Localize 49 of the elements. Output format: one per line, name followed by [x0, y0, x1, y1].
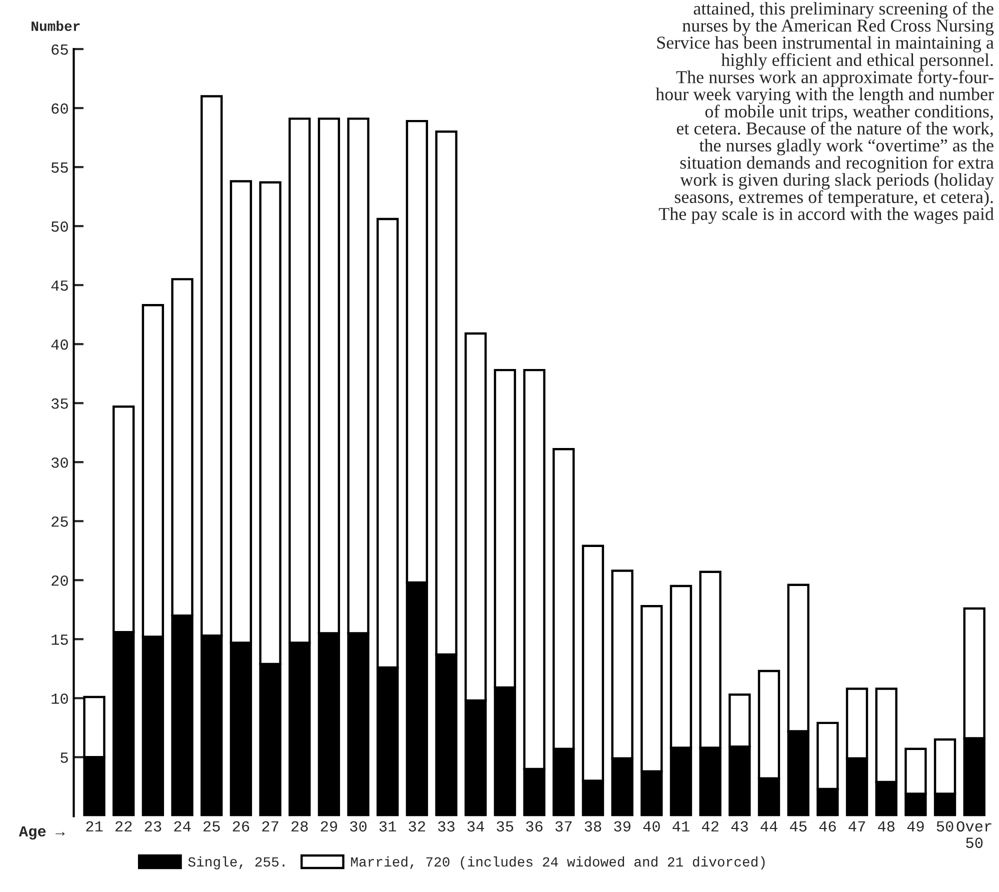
x-tick-label: 25 — [204, 821, 220, 832]
x-tick-label: 21 — [86, 821, 103, 832]
y-tick-label: 45 — [51, 280, 68, 291]
x-tick-label: 23 — [144, 821, 162, 832]
x-tick-label: 22 — [116, 821, 132, 832]
x-tick-label: Over 50 — [956, 821, 992, 848]
y-tick-label: 15 — [52, 634, 68, 645]
legend-label: Married, 720 (includes 24 widowed and 21 divorced) — [351, 856, 765, 870]
x-tick-label: 48 — [878, 821, 894, 832]
y-tick-label: 25 — [52, 516, 68, 527]
x-tick-label: 30 — [350, 821, 367, 832]
y-tick-label: 10 — [52, 693, 68, 704]
y-tick-label: 35 — [51, 398, 68, 409]
text: attained, this preliminary screening of the nurses by the American Red Cross Nursing Service has been instrumental in maintaining a highly efficient and ethical personnel. The nurses work an approximate forty-four- hour week varying with the length and number of mobile unit trips, weather conditions, et cetera. Because of the nature of the work, the nurses gladly work “overtime” as the situation demands and recognition for extra work is given during slack periods (holiday seasons, extremes of temperature, et cetera). The pay scale is in accord with the wages paid — [656, 2, 994, 224]
x-tick-label: 41 — [672, 821, 690, 832]
y-tick-label: 50 — [51, 221, 68, 232]
y-tick-label: 20 — [52, 575, 68, 586]
x-tick-label: 50 — [936, 821, 954, 832]
y-tick-label: 60 — [52, 103, 68, 114]
x-tick-label: 27 — [262, 821, 278, 832]
x-tick-label: 36 — [526, 821, 542, 832]
y-tick-label: 40 — [51, 339, 68, 350]
x-tick-label: 24 — [174, 821, 191, 832]
x-tick-label: 31 — [379, 821, 396, 832]
x-tick-label: 40 — [643, 821, 660, 832]
x-tick-label: 43 — [731, 821, 748, 832]
y-tick-label: 30 — [51, 457, 68, 468]
x-tick-label: 34 — [467, 821, 484, 832]
y-axis-title: Number — [32, 20, 80, 31]
x-tick-label: 45 — [790, 821, 807, 832]
x-tick-label: 46 — [819, 821, 836, 832]
y-tick-label: 65 — [52, 44, 68, 55]
y-tick-label: 55 — [51, 162, 68, 173]
x-tick-label: 35 — [496, 821, 514, 832]
x-tick-label: 32 — [408, 821, 426, 832]
x-tick-label: 33 — [438, 821, 454, 832]
x-tick-label: 49 — [907, 821, 924, 832]
x-tick-label: 39 — [614, 821, 630, 832]
y-tick-label: 5 — [60, 752, 68, 763]
x-tick-label: 38 — [584, 821, 602, 832]
x-tick-label: 29 — [320, 821, 338, 832]
x-tick-label: 42 — [702, 821, 718, 832]
legend-label: Single, 255. — [188, 856, 284, 870]
x-tick-label: 28 — [292, 821, 308, 832]
x-axis-title: Age → — [18, 826, 65, 840]
x-tick-label: 26 — [232, 821, 250, 832]
x-tick-label: 47 — [848, 821, 865, 832]
x-tick-label: 44 — [760, 821, 778, 832]
x-tick-label: 37 — [555, 821, 572, 832]
